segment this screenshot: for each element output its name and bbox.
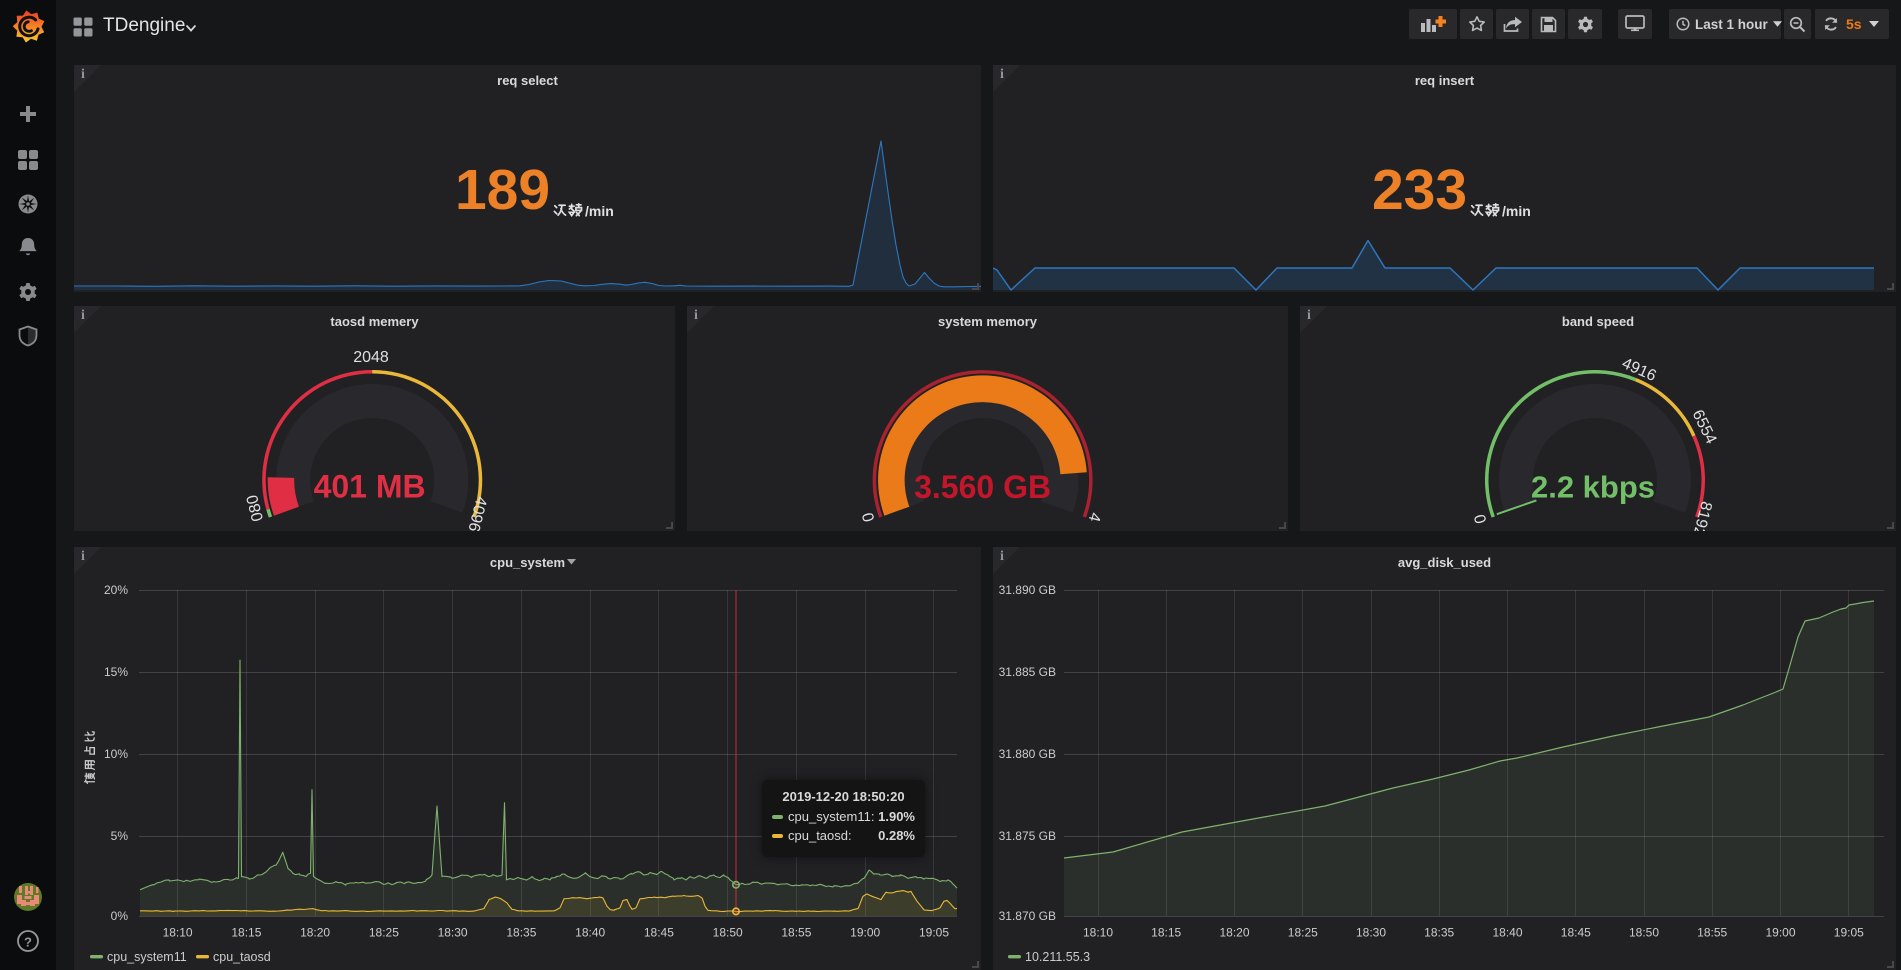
svg-text:18:55: 18:55: [781, 926, 811, 940]
svg-text:18:40: 18:40: [1492, 926, 1522, 940]
svg-text:10.211.55.3: 10.211.55.3: [1025, 950, 1090, 964]
svg-text:10%: 10%: [104, 747, 128, 761]
svg-text:18:25: 18:25: [1288, 926, 1318, 940]
svg-text:18:25: 18:25: [369, 926, 399, 940]
svg-text:31.890 GB: 31.890 GB: [999, 583, 1056, 597]
svg-text:4: 4: [1085, 511, 1104, 524]
svg-text:2.2 kbps: 2.2 kbps: [1531, 470, 1655, 505]
svg-text:18:10: 18:10: [1083, 926, 1113, 940]
svg-text:0%: 0%: [111, 909, 129, 923]
svg-text:31.870 GB: 31.870 GB: [999, 909, 1056, 923]
svg-text:8192: 8192: [1689, 499, 1714, 531]
svg-text:18:55: 18:55: [1697, 926, 1727, 940]
svg-text:19:00: 19:00: [1765, 926, 1795, 940]
svg-text:401 MB: 401 MB: [314, 469, 426, 505]
svg-text:18:40: 18:40: [575, 926, 605, 940]
svg-text:18:20: 18:20: [1219, 926, 1249, 940]
svg-text:20%: 20%: [104, 583, 128, 597]
svg-text:15%: 15%: [104, 665, 128, 679]
svg-text:18:45: 18:45: [1561, 926, 1591, 940]
svg-text:080: 080: [244, 493, 267, 523]
svg-text:18:30: 18:30: [1356, 926, 1386, 940]
svg-text:18:50: 18:50: [713, 926, 743, 940]
svg-text:18:10: 18:10: [163, 926, 193, 940]
svg-text:3.560 GB: 3.560 GB: [914, 469, 1051, 505]
svg-text:/min: /min: [585, 203, 614, 219]
svg-text:6554: 6554: [1689, 407, 1720, 447]
svg-text:19:05: 19:05: [919, 926, 949, 940]
svg-text:18:35: 18:35: [506, 926, 536, 940]
svg-text:31.880 GB: 31.880 GB: [999, 747, 1056, 761]
svg-text:18:30: 18:30: [438, 926, 468, 940]
svg-text:5%: 5%: [111, 829, 129, 843]
svg-text:cpu_system11: cpu_system11: [107, 950, 187, 964]
svg-text:2048: 2048: [353, 349, 389, 366]
svg-text:cpu_taosd: cpu_taosd: [213, 950, 271, 964]
svg-text:0: 0: [860, 511, 879, 524]
svg-text:18:15: 18:15: [231, 926, 261, 940]
svg-text:/min: /min: [1502, 203, 1531, 219]
svg-text:19:00: 19:00: [850, 926, 880, 940]
svg-text:18:15: 18:15: [1151, 926, 1181, 940]
svg-text:18:20: 18:20: [300, 926, 330, 940]
svg-text:?: ?: [24, 934, 32, 949]
svg-text:18:50: 18:50: [1629, 926, 1659, 940]
svg-text:4096: 4096: [464, 495, 489, 531]
svg-text:31.875 GB: 31.875 GB: [999, 829, 1056, 843]
svg-text:18:45: 18:45: [644, 926, 674, 940]
svg-text:18:35: 18:35: [1424, 926, 1454, 940]
svg-text:0: 0: [1472, 512, 1491, 525]
svg-text:19:05: 19:05: [1834, 926, 1864, 940]
svg-text:31.885 GB: 31.885 GB: [999, 665, 1056, 679]
